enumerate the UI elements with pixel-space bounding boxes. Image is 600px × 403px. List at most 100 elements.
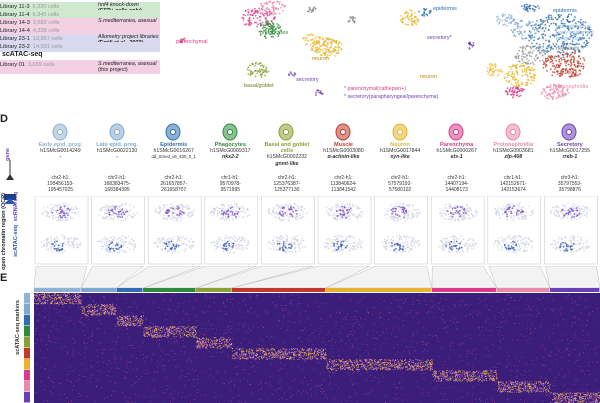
umap-point (111, 212, 114, 215)
umap-point (219, 207, 222, 210)
umap-point (46, 215, 48, 217)
umap-point (515, 213, 518, 216)
umap-point (418, 11, 420, 13)
umap-point (272, 7, 274, 9)
umap-point (325, 48, 327, 51)
umap-point (557, 89, 560, 92)
umap-point (361, 213, 363, 215)
umap-point (327, 247, 330, 250)
umap-point (325, 50, 328, 53)
umap-point (451, 219, 453, 222)
umap-point (272, 4, 275, 7)
umap-point (492, 73, 495, 76)
atac-heading: scATAC-seq (2, 51, 43, 58)
umap-point (383, 238, 386, 241)
umap-point (270, 20, 273, 23)
umap-point (181, 213, 184, 216)
umap-point (574, 204, 577, 207)
umap-point (449, 243, 451, 245)
umap-point (54, 209, 56, 212)
umap-point (220, 210, 223, 212)
umap-point (399, 243, 401, 246)
umap-point (342, 214, 345, 216)
umap-point (170, 218, 173, 220)
umap-point (354, 248, 357, 250)
umap-point (512, 86, 515, 89)
umap-point (569, 237, 572, 240)
umap-point (588, 245, 591, 248)
umap-point (125, 217, 127, 220)
umap-point (517, 57, 520, 59)
cell-type-name: Early epid. prog. (38, 142, 83, 148)
umap-point (508, 90, 511, 93)
umap-point (558, 51, 561, 53)
umap-point (334, 41, 337, 43)
umap-point (182, 235, 185, 238)
umap-point (549, 210, 552, 213)
umap-point (278, 3, 281, 6)
umap-point (242, 19, 245, 21)
umap-point (325, 40, 327, 42)
umap-point (508, 234, 511, 237)
umap-point (516, 63, 518, 66)
umap-point (57, 247, 59, 250)
umap-point (388, 209, 390, 211)
umap-point (119, 216, 122, 218)
umap-point (56, 240, 58, 243)
umap-point (285, 239, 287, 241)
umap-point (47, 248, 50, 250)
umap-point (515, 251, 518, 254)
umap-point (566, 18, 568, 21)
umap-point (177, 244, 180, 247)
umap-point (511, 207, 514, 210)
umap-point (561, 49, 564, 52)
umap-point (132, 248, 134, 251)
umap-point (327, 48, 330, 51)
umap-point (393, 213, 395, 215)
umap-point (439, 212, 442, 215)
umap-point (111, 239, 113, 242)
umap-point (384, 246, 386, 248)
umap-point (400, 211, 403, 214)
umap-point (261, 21, 264, 24)
umap-point (70, 217, 73, 219)
umap-point (163, 206, 166, 209)
umap-point (271, 239, 274, 241)
umap-point (580, 237, 582, 239)
umap-point (335, 248, 338, 251)
umap-point (526, 78, 529, 81)
umap-point (390, 215, 393, 217)
umap-point (115, 244, 117, 247)
umap-point (179, 210, 182, 212)
umap-point (356, 243, 359, 246)
umap-point (122, 241, 124, 244)
umap-point (399, 247, 401, 250)
umap-point (154, 208, 157, 211)
umap-point (53, 238, 56, 240)
umap-point (388, 242, 390, 244)
umap-point (339, 239, 342, 242)
umap-point (557, 213, 560, 215)
umap-point (295, 204, 298, 207)
umap-point (512, 31, 515, 34)
umap-point (133, 240, 135, 242)
umap-point (468, 207, 471, 210)
umap-point (577, 26, 580, 28)
umap-point (392, 210, 394, 213)
umap-point (507, 235, 510, 238)
umap-point (405, 216, 408, 219)
umap-point (443, 237, 446, 240)
umap-point (541, 36, 544, 38)
umap-point (579, 211, 581, 214)
umap-point (124, 242, 127, 244)
umap-point (288, 219, 290, 222)
umap-point (61, 251, 64, 254)
umap-point (571, 51, 574, 54)
umap-point (285, 234, 288, 237)
umap-point (46, 206, 49, 208)
umap-point (583, 41, 586, 44)
umap-point (552, 91, 555, 94)
umap-point (536, 29, 539, 32)
umap-point (554, 84, 557, 87)
umap-point (106, 247, 108, 249)
